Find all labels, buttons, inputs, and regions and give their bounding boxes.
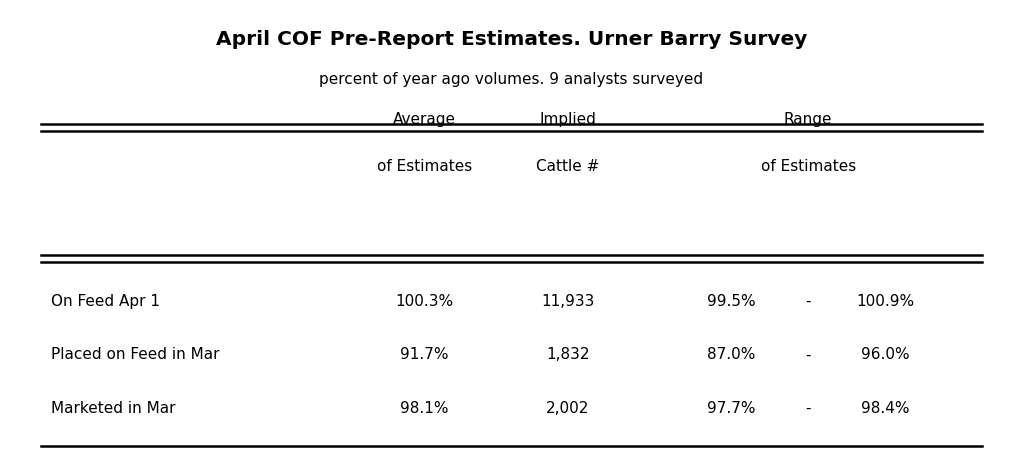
Text: 98.4%: 98.4% [860, 401, 909, 416]
Text: Cattle #: Cattle # [536, 159, 599, 174]
Text: Placed on Feed in Mar: Placed on Feed in Mar [51, 347, 220, 362]
Text: Implied: Implied [539, 112, 596, 127]
Text: 100.9%: 100.9% [856, 294, 914, 309]
Text: 2,002: 2,002 [546, 401, 589, 416]
Text: 98.1%: 98.1% [400, 401, 449, 416]
Text: percent of year ago volumes. 9 analysts surveyed: percent of year ago volumes. 9 analysts … [319, 72, 704, 87]
Text: -: - [805, 347, 811, 362]
Text: 1,832: 1,832 [546, 347, 589, 362]
Text: of Estimates: of Estimates [376, 159, 473, 174]
Text: 96.0%: 96.0% [860, 347, 909, 362]
Text: 100.3%: 100.3% [396, 294, 453, 309]
Text: Range: Range [784, 112, 833, 127]
Text: -: - [805, 401, 811, 416]
Text: On Feed Apr 1: On Feed Apr 1 [51, 294, 161, 309]
Text: 11,933: 11,933 [541, 294, 594, 309]
Text: Marketed in Mar: Marketed in Mar [51, 401, 176, 416]
Text: -: - [805, 294, 811, 309]
Text: 99.5%: 99.5% [707, 294, 756, 309]
Text: 87.0%: 87.0% [707, 347, 756, 362]
Text: 91.7%: 91.7% [400, 347, 449, 362]
Text: April COF Pre-Report Estimates. Urner Barry Survey: April COF Pre-Report Estimates. Urner Ba… [216, 30, 807, 50]
Text: 97.7%: 97.7% [707, 401, 756, 416]
Text: of Estimates: of Estimates [760, 159, 856, 174]
Text: Average: Average [393, 112, 456, 127]
